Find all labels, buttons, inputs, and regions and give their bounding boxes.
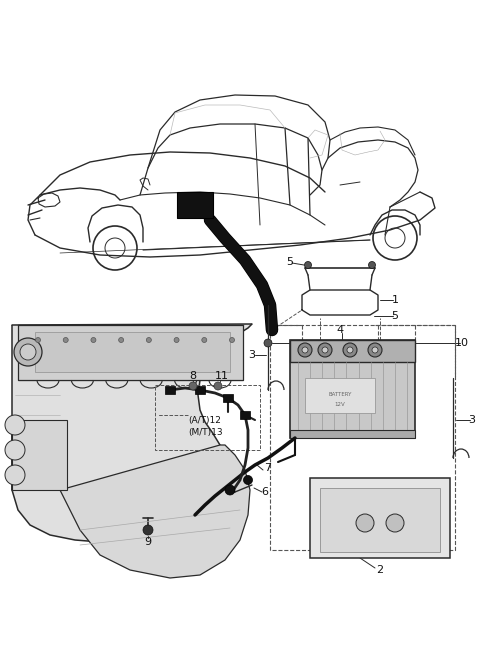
Text: 3: 3	[249, 350, 255, 360]
Bar	[177, 192, 213, 218]
Circle shape	[264, 339, 272, 347]
Bar	[223, 394, 233, 402]
Text: 11: 11	[215, 371, 229, 381]
Bar	[35, 332, 230, 372]
Circle shape	[189, 382, 197, 390]
Bar	[290, 430, 415, 438]
Circle shape	[214, 382, 222, 390]
Circle shape	[356, 514, 374, 532]
Circle shape	[36, 338, 40, 342]
Circle shape	[146, 338, 151, 342]
Text: 1: 1	[392, 295, 398, 305]
Circle shape	[368, 343, 382, 357]
Bar	[18, 325, 243, 380]
Bar	[290, 340, 415, 438]
Polygon shape	[60, 445, 250, 578]
Bar	[240, 411, 250, 419]
Circle shape	[304, 261, 312, 269]
Text: 2: 2	[376, 565, 384, 575]
Circle shape	[119, 338, 124, 342]
Text: 5: 5	[392, 311, 398, 321]
Circle shape	[322, 347, 328, 353]
Circle shape	[229, 338, 235, 342]
Circle shape	[347, 347, 353, 353]
Text: 7: 7	[264, 463, 272, 473]
Text: 12V: 12V	[335, 402, 346, 408]
Bar	[305, 378, 375, 413]
Circle shape	[20, 344, 36, 360]
Bar	[155, 385, 260, 450]
Bar	[270, 325, 455, 550]
Circle shape	[372, 347, 378, 353]
Bar	[290, 340, 415, 362]
Bar	[310, 478, 450, 558]
Text: 8: 8	[190, 371, 197, 381]
Circle shape	[298, 343, 312, 357]
Text: 10: 10	[455, 338, 469, 348]
Circle shape	[243, 476, 252, 485]
Circle shape	[91, 338, 96, 342]
Circle shape	[386, 514, 404, 532]
Polygon shape	[12, 324, 252, 542]
Circle shape	[5, 415, 25, 435]
Circle shape	[225, 485, 235, 495]
Text: BATTERY: BATTERY	[328, 393, 352, 397]
Circle shape	[143, 525, 153, 535]
Circle shape	[5, 465, 25, 485]
Text: (A/T)12: (A/T)12	[188, 415, 221, 424]
Text: 3: 3	[468, 415, 476, 425]
Circle shape	[318, 343, 332, 357]
Circle shape	[5, 440, 25, 460]
Bar	[195, 386, 205, 394]
Bar	[12, 420, 67, 490]
Circle shape	[343, 343, 357, 357]
Text: 9: 9	[144, 537, 152, 547]
Circle shape	[302, 347, 308, 353]
Circle shape	[14, 338, 42, 366]
Bar	[320, 488, 440, 552]
Text: (M/T)13: (M/T)13	[188, 428, 223, 437]
Circle shape	[174, 338, 179, 342]
Circle shape	[63, 338, 68, 342]
Text: 6: 6	[262, 487, 268, 497]
Text: 5: 5	[287, 257, 293, 267]
Circle shape	[202, 338, 207, 342]
Text: 4: 4	[336, 325, 344, 335]
Bar	[165, 386, 175, 394]
Circle shape	[369, 261, 375, 269]
